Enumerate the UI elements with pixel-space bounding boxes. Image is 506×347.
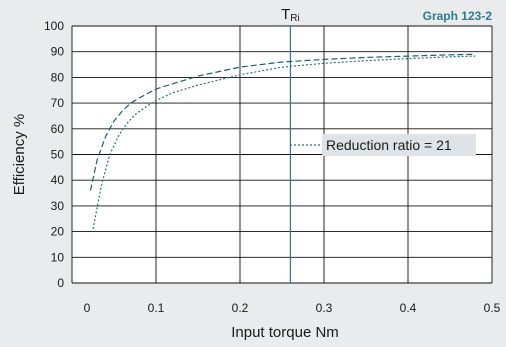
legend: Reduction ratio = 21 [290, 134, 476, 156]
y-tick-label: 0 [57, 276, 64, 290]
x-tick-label: 0 [84, 301, 91, 315]
y-tick-label: 100 [44, 19, 64, 33]
x-tick-label: 0.4 [400, 301, 417, 315]
y-tick-label: 40 [51, 173, 65, 187]
x-tick-label: 0.3 [316, 301, 333, 315]
series-line-2 [92, 55, 476, 230]
tri-marker-label: TRi [281, 6, 300, 24]
series-layer [89, 53, 476, 230]
x-tick-label: 0.2 [232, 301, 249, 315]
y-tick-label: 20 [51, 225, 65, 239]
y-tick-label: 80 [51, 70, 65, 84]
tick-labels: 0 10 20 30 40 50 60 70 80 90 100 0 0.1 0.2 0.3 0.4 0.5 [44, 19, 501, 315]
y-tick-label: 90 [51, 45, 65, 59]
tri-marker-main: T [281, 6, 290, 23]
x-tick-label: 0.5 [484, 301, 501, 315]
y-tick-label: 70 [51, 96, 65, 110]
graph-id: Graph 123-2 [423, 9, 493, 23]
x-tick-label: 0.1 [148, 301, 165, 315]
y-tick-label: 60 [51, 122, 65, 136]
tri-marker-sub: Ri [290, 13, 299, 24]
series-line-1 [89, 53, 476, 191]
y-tick-label: 30 [51, 199, 65, 213]
y-tick-label: 10 [51, 250, 65, 264]
legend-label: Reduction ratio = 21 [326, 137, 452, 153]
legend-box [322, 134, 476, 156]
y-tick-label: 50 [51, 148, 65, 162]
x-axis-label: Input torque Nm [231, 324, 339, 341]
y-axis-label: Efficiency % [11, 114, 28, 195]
